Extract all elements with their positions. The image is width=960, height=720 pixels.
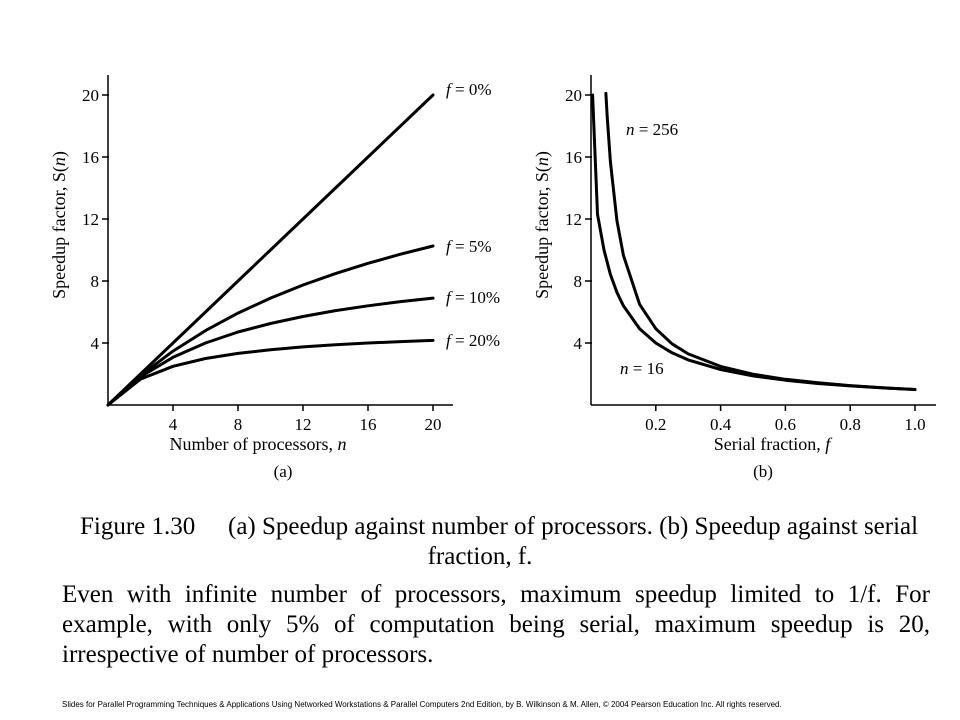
body-paragraph: Even with infinite number of processors,… [62,581,930,668]
y-tick-label: 4 [91,334,100,353]
y-tick-label: 8 [574,272,583,291]
y-tick-label: 16 [565,148,582,167]
chart-panel-a: 4 8 12 16 20 4 8 12 16 20 Speedup factor, S(n) Numb… [49,75,500,481]
series-label: n = 16 [620,359,664,378]
series-line [106,296,435,407]
series-label: n = 256 [626,120,678,139]
series-line [591,93,917,391]
chart-panel-b: 4 8 12 16 20 0.2 0.4 0.6 0.8 1.0 Speedup factor, S… [532,75,936,481]
x-tick-label: 12 [295,415,312,434]
caption-text-line-1: (a) Speedup against number of processors… [228,513,919,540]
panel-label: (a) [274,462,293,481]
y-axis-label: Speedup factor, S(n) [49,151,70,299]
x-tick-label: 0.8 [840,415,861,434]
x-tick-label: 20 [425,415,442,434]
series-label: f = 5% [446,237,491,256]
y-tick-label: 4 [574,334,583,353]
series-line [106,93,435,407]
y-tick-label: 12 [565,210,582,229]
series-label: f = 20% [446,331,500,350]
series-label: f = 0% [446,80,491,99]
panel-label: (b) [753,462,773,481]
caption-text-line-2: fraction, f. [427,543,533,570]
series-line [106,244,435,407]
x-axis-label: Number of processors, n [170,434,347,454]
x-tick-label: 1.0 [904,415,925,434]
y-tick-label: 20 [565,86,582,105]
x-tick-label: 16 [360,415,377,434]
series-label: f = 10% [446,288,500,307]
y-tick-label: 12 [82,210,99,229]
x-tick-label: 0.4 [710,415,732,434]
x-tick-label: 0.6 [775,415,796,434]
y-tick-label: 16 [82,148,99,167]
x-tick-label: 8 [234,415,243,434]
figure-charts: 4 8 12 16 20 4 8 12 16 20 Speedup factor, S(n) Numb… [49,75,936,481]
x-tick-label: 4 [169,415,178,434]
y-tick-label: 8 [91,272,100,291]
slide-footer: Slides for Parallel Programming Techniqu… [62,700,782,709]
series-line [106,338,435,407]
x-tick-label: 0.2 [645,415,666,434]
caption-line-1: Figure 1.30 (a) Speedup against number of… [80,512,918,542]
caption-label: Figure 1.30 [80,513,196,540]
y-axis-label: Speedup factor, S(n) [532,151,553,299]
x-axis-label: Serial fraction, f [714,434,833,454]
y-tick-label: 20 [82,86,99,105]
